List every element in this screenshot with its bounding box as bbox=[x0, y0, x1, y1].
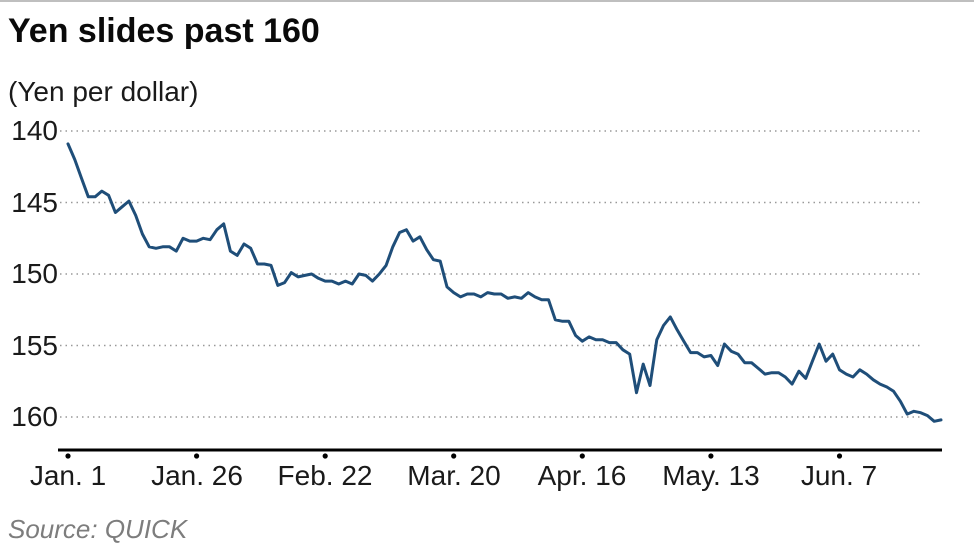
x-axis-tick-dot bbox=[322, 453, 328, 459]
y-tick-label: 160 bbox=[11, 401, 58, 432]
x-axis-tick-dot bbox=[65, 453, 71, 459]
x-tick-label: Jan. 1 bbox=[29, 460, 107, 491]
source-note: Source: QUICK bbox=[8, 514, 188, 544]
y-tick-label: 150 bbox=[11, 258, 58, 289]
y-tick-label: 140 bbox=[11, 115, 58, 146]
x-tick-label: May. 13 bbox=[662, 460, 760, 491]
x-axis-tick-dot bbox=[451, 453, 457, 459]
chart-ylabel: (Yen per dollar) bbox=[8, 76, 199, 107]
x-axis-tick-dot bbox=[579, 453, 585, 459]
y-tick-label: 145 bbox=[11, 186, 58, 218]
x-tick-label: Mar. 20 bbox=[407, 460, 501, 491]
y-tick-label: 155 bbox=[11, 329, 58, 361]
x-tick-label: Feb. 22 bbox=[277, 460, 373, 491]
x-tick-label: Jan. 26 bbox=[151, 460, 243, 491]
x-axis-tick-dot bbox=[194, 453, 200, 459]
chart-title: Yen slides past 160 bbox=[8, 12, 320, 50]
x-axis-tick-dot bbox=[836, 453, 843, 459]
price-line bbox=[66, 142, 943, 423]
x-tick-label: Apr. 16 bbox=[537, 460, 627, 491]
top-divider bbox=[0, 0, 974, 2]
x-axis-tick-dot bbox=[708, 453, 714, 459]
x-tick-label: Jun. 7 bbox=[800, 460, 878, 491]
